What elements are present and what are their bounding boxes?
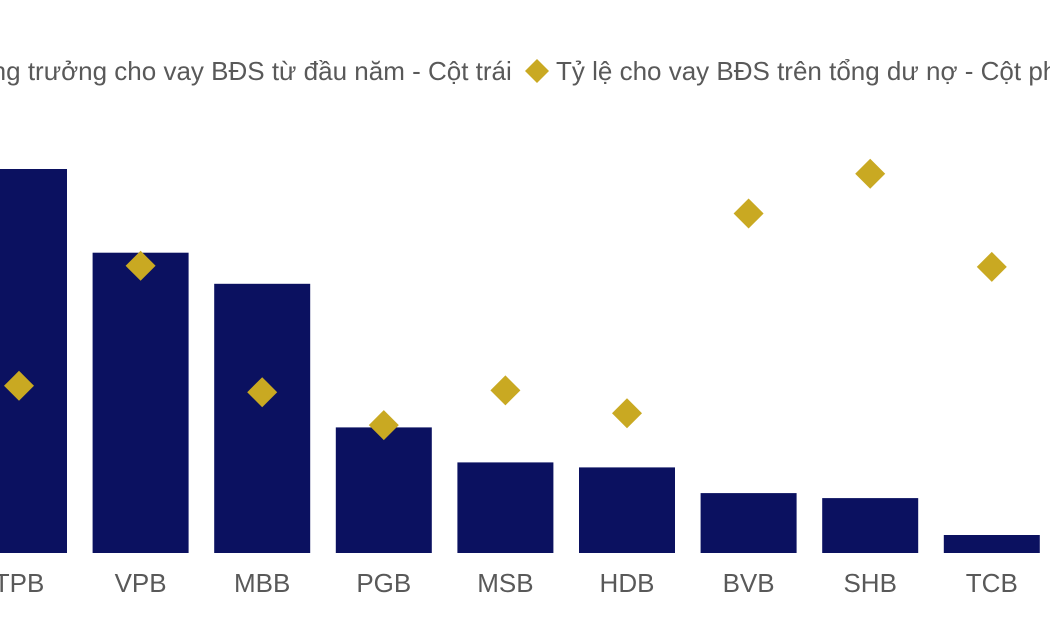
- x-tick-label: SHB: [843, 568, 896, 598]
- x-tick-label: TCB: [966, 568, 1018, 598]
- bar-msb: [457, 462, 554, 553]
- x-tick-label: HDB: [600, 568, 655, 598]
- bar-tcb: [943, 535, 1040, 553]
- legend-label-ratio: Tỷ lệ cho vay BĐS trên tổng dư nợ - Cột …: [556, 56, 1050, 86]
- bar-shb: [822, 498, 919, 553]
- bar-vpb: [92, 252, 189, 553]
- legend-label-growth: tăng trưởng cho vay BĐS từ đầu năm - Cột…: [0, 56, 512, 86]
- diamond-bvb: [733, 198, 764, 229]
- bar-mbb: [214, 283, 311, 553]
- x-axis-ticks: TPB VPB MBB PGB MSB HDB BVB SHB TCB: [0, 568, 1018, 598]
- x-tick-label: MBB: [234, 568, 290, 598]
- diamond-shb: [855, 158, 886, 189]
- legend-marker-ratio: [525, 59, 549, 83]
- plot-area: TPB VPB MBB PGB MSB HDB BVB SHB TCB: [0, 158, 1040, 598]
- diamond-msb: [490, 375, 521, 406]
- x-tick-label: TPB: [0, 568, 44, 598]
- legend: tăng trưởng cho vay BĐS từ đầu năm - Cột…: [0, 56, 1050, 86]
- bar-tpb: [0, 169, 67, 553]
- diamond-tpb: [4, 370, 34, 401]
- diamond-hdb: [612, 398, 642, 429]
- diamond-pgb: [368, 410, 399, 441]
- x-tick-label: PGB: [356, 568, 411, 598]
- x-tick-label: VPB: [115, 568, 167, 598]
- bar-pgb: [335, 427, 432, 553]
- diamond-tcb: [976, 251, 1007, 282]
- bar-bvb: [700, 493, 797, 553]
- diamond-vpb: [125, 250, 156, 281]
- diamond-series: [4, 158, 1007, 441]
- x-tick-label: BVB: [723, 568, 775, 598]
- bar-hdb: [579, 467, 675, 553]
- diamond-mbb: [247, 377, 278, 408]
- x-tick-label: MSB: [477, 568, 533, 598]
- bar-series: [0, 169, 1040, 553]
